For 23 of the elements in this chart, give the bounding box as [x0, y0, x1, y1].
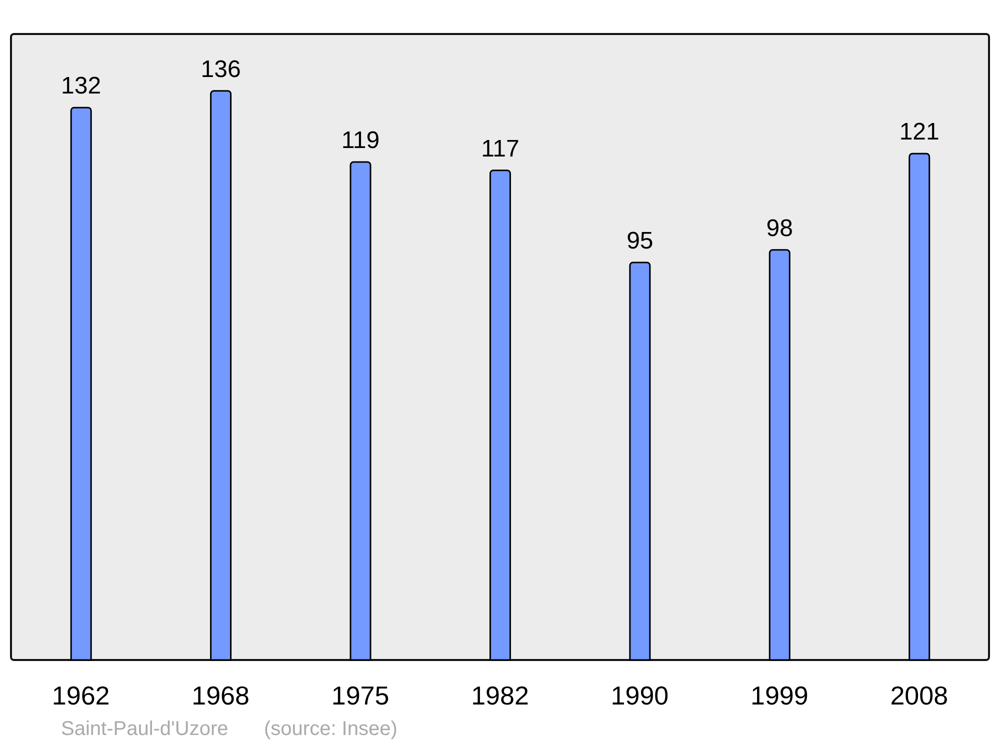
bar — [629, 262, 651, 661]
x-tick-label: 1999 — [750, 680, 808, 710]
data-label: 98 — [766, 214, 793, 242]
data-label: 119 — [341, 127, 380, 154]
x-tick-label: 1968 — [192, 680, 250, 710]
bar — [908, 152, 930, 661]
x-tick-label: 2008 — [890, 680, 948, 710]
bar — [489, 170, 511, 661]
data-label: 136 — [200, 56, 241, 83]
x-tick-label: 1990 — [610, 680, 669, 710]
bar — [70, 106, 92, 661]
data-label: 132 — [61, 72, 102, 100]
x-tick-label: 1975 — [331, 680, 390, 710]
bar — [768, 249, 790, 661]
x-tick-label: 1982 — [471, 680, 529, 710]
text: (source: Insee) — [264, 718, 398, 741]
data-label: 95 — [626, 227, 654, 254]
data-label: 121 — [899, 118, 940, 146]
data-label: 117 — [481, 135, 520, 162]
x-tick-label: 1962 — [52, 680, 110, 710]
bar — [350, 161, 372, 661]
bar — [210, 90, 232, 661]
text: Saint-Paul-d'Uzore — [61, 718, 228, 741]
